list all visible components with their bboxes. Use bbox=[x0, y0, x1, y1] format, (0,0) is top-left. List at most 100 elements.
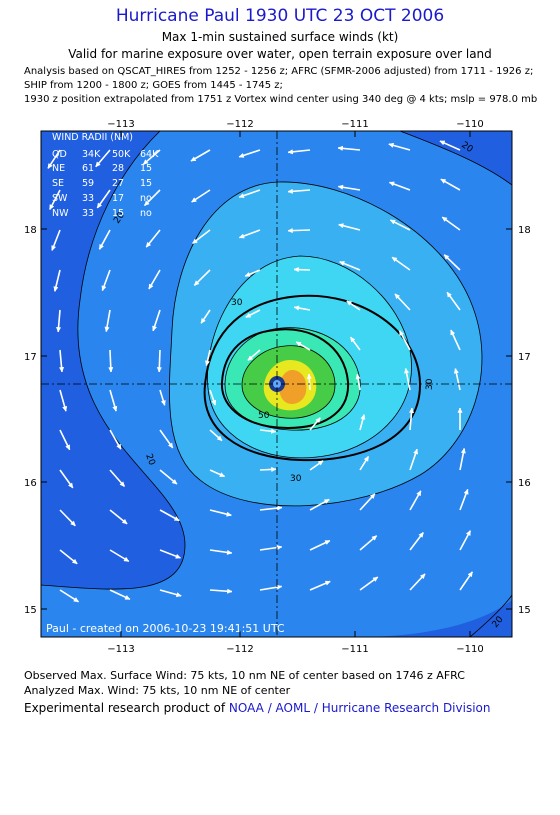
wind-vector-head bbox=[142, 159, 149, 165]
wind-vector-head bbox=[276, 584, 283, 590]
analysis-info-line-1: Analysis based on QSCAT_HIRES from 1252 … bbox=[24, 66, 534, 77]
wind-vector-head bbox=[124, 594, 131, 600]
wind-vector-head bbox=[49, 204, 55, 210]
wind-vector-head bbox=[388, 142, 395, 148]
wind-vector-head bbox=[419, 573, 426, 580]
lat-tick-right: 18 bbox=[518, 225, 531, 236]
wind-vector-head bbox=[339, 261, 345, 266]
wind-vector-head bbox=[167, 442, 174, 449]
wind-vector-head bbox=[219, 472, 226, 477]
credit-prefix: Experimental research product of bbox=[24, 701, 229, 715]
wind-vector-head bbox=[317, 460, 324, 466]
wind-vector-head bbox=[55, 326, 62, 333]
wind-vector-head bbox=[148, 283, 154, 290]
wind-vector-head bbox=[337, 184, 344, 190]
wind-vector-head bbox=[394, 293, 401, 300]
wind-vector-head bbox=[171, 479, 178, 485]
wind-vector-head bbox=[96, 202, 103, 209]
lat-tick-left: 18 bbox=[24, 225, 37, 236]
wind-vector-head bbox=[270, 428, 277, 434]
wind-vector-head bbox=[192, 238, 198, 244]
wind-vector-head bbox=[216, 435, 223, 441]
wind-radii-cell: 15 bbox=[112, 208, 124, 219]
watermark: Paul - created on 2006-10-23 19:41:51 UT… bbox=[46, 622, 285, 635]
wind-vector-head bbox=[337, 145, 344, 151]
wind-radii-header-34k: 34K bbox=[82, 149, 101, 160]
wind-vector-head bbox=[360, 413, 366, 420]
wind-vector-head bbox=[53, 286, 59, 292]
wind-vector-head bbox=[460, 447, 466, 454]
wind-radii-header-64k: 64K bbox=[140, 149, 159, 160]
wind-vector-head bbox=[440, 178, 447, 184]
wind-vector-head bbox=[369, 493, 376, 500]
wind-vector-head bbox=[101, 285, 107, 292]
lon-tick-bottom: −111 bbox=[341, 644, 368, 652]
wind-vector-head bbox=[295, 341, 302, 347]
wind-vector-head bbox=[156, 367, 162, 373]
wind-radii-cell: SE bbox=[52, 178, 64, 189]
wind-vector-head bbox=[399, 330, 405, 337]
wind-vector-head bbox=[238, 193, 245, 199]
wind-radii-cell: NW bbox=[52, 208, 69, 219]
wind-vector-head bbox=[453, 367, 459, 374]
wind-radii-header-qd: QD bbox=[52, 149, 67, 160]
credit-line: Experimental research product of NOAA / … bbox=[24, 701, 490, 715]
wind-vector-head bbox=[190, 156, 197, 162]
wind-vector-head bbox=[350, 336, 356, 343]
wind-vector-head bbox=[363, 455, 369, 462]
wind-vector-head bbox=[293, 267, 299, 273]
lon-tick-top: −111 bbox=[341, 119, 368, 130]
wind-vector-head bbox=[152, 325, 158, 332]
lat-tick-right: 15 bbox=[518, 605, 531, 616]
lon-tick-top: −112 bbox=[226, 119, 253, 130]
wind-vector-head bbox=[204, 360, 211, 367]
analysis-info-line-2: SHIP from 1200 - 1800 z; GOES from 1445 … bbox=[24, 80, 283, 91]
wind-vector-head bbox=[388, 181, 395, 187]
wind-vector-head bbox=[416, 490, 422, 497]
subtitle-exposure: Valid for marine exposure over water, op… bbox=[68, 47, 492, 61]
lat-tick-right: 16 bbox=[518, 478, 531, 489]
contour-label-30-nw: 30 bbox=[231, 298, 243, 308]
wind-vector-head bbox=[70, 520, 76, 527]
wind-vector-head bbox=[145, 241, 152, 248]
contour-label-50: 50 bbox=[258, 411, 270, 421]
wind-vector-head bbox=[119, 481, 125, 487]
wind-vector-head bbox=[323, 499, 330, 504]
wind-vector-head bbox=[324, 580, 331, 586]
wind-vector-head bbox=[441, 216, 448, 222]
subtitle-wind-type: Max 1-min sustained surface winds (kt) bbox=[161, 30, 399, 44]
wind-vector-head bbox=[244, 271, 251, 277]
wind-vector-head bbox=[467, 571, 473, 578]
wind-vector-head bbox=[73, 597, 80, 603]
wind-vector-head bbox=[173, 516, 180, 521]
lon-tick-bottom: −113 bbox=[107, 644, 134, 652]
wind-vector-head bbox=[389, 219, 396, 225]
wind-radii-header-50k: 50K bbox=[112, 149, 131, 160]
wind-radii-cell: NE bbox=[52, 163, 65, 174]
wind-vector-head bbox=[346, 300, 353, 306]
wind-vector-head bbox=[226, 549, 233, 555]
hrd-link[interactable]: NOAA / AOML / Hurricane Research Divisio… bbox=[228, 701, 491, 715]
wind-radii-cell: 61 bbox=[82, 163, 94, 174]
wind-vector-head bbox=[355, 373, 361, 380]
wind-vector-head bbox=[191, 197, 197, 203]
wind-vector-head bbox=[324, 540, 331, 545]
wind-radii-table: WIND RADII (NM) QD 34K 50K 64K NE 61 28 … bbox=[52, 132, 159, 219]
analyzed-max-wind: Analyzed Max. Wind: 75 kts, 10 nm NE of … bbox=[24, 684, 291, 697]
wind-vector-head bbox=[408, 407, 415, 414]
contour-label-30-e: 30 bbox=[425, 378, 435, 390]
wind-vector-head bbox=[287, 188, 293, 194]
wind-vector-head bbox=[227, 588, 233, 594]
lat-tick-left: 15 bbox=[24, 605, 37, 616]
lat-tick-left: 17 bbox=[24, 352, 37, 363]
lon-tick-bottom: −112 bbox=[226, 644, 253, 652]
wind-radii-cell: no bbox=[140, 208, 152, 219]
wind-vector-head bbox=[450, 329, 456, 336]
lat-tick-left: 16 bbox=[24, 478, 37, 489]
wind-vector-head bbox=[338, 223, 344, 229]
wind-vector-head bbox=[51, 245, 57, 252]
wind-vector-head bbox=[245, 312, 252, 318]
wind-vector-head bbox=[276, 505, 283, 511]
wind-vector-head bbox=[439, 140, 446, 146]
wind-vector-head bbox=[413, 448, 419, 455]
